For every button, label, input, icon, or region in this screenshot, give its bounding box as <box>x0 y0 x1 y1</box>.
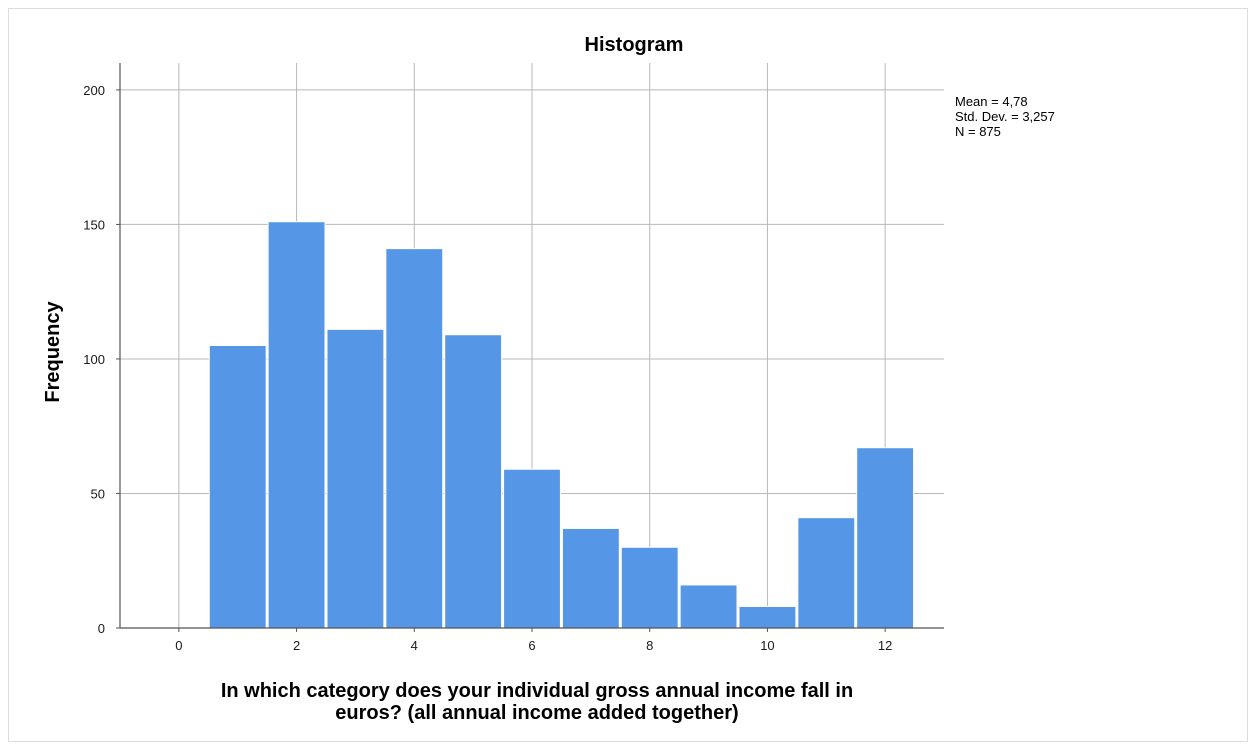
x-tick-label: 12 <box>878 638 892 653</box>
histogram-bar <box>208 345 267 629</box>
histogram-bar <box>561 527 620 629</box>
x-tick-label: 8 <box>646 638 653 653</box>
stats-std-dev: Std. Dev. = 3,257 <box>955 109 1055 124</box>
histogram-bar <box>385 248 444 629</box>
x-axis-title-line-2: euros? (all annual income added together… <box>335 702 738 724</box>
histogram-bar <box>326 328 385 629</box>
histogram-bar <box>679 584 738 629</box>
y-tick-label: 0 <box>98 621 105 636</box>
x-tick-label: 10 <box>760 638 774 653</box>
axis-layer: 0 2 4 6 8 10 12 0 50 100 150 200 <box>83 63 944 653</box>
histogram-bar <box>620 546 679 629</box>
histogram-bar <box>267 221 326 629</box>
histogram-chart: 0 2 4 6 8 10 12 0 50 100 150 200 Histogram Frequenc… <box>42 34 1055 724</box>
y-tick-label: 50 <box>91 486 105 501</box>
bar-layer <box>208 221 915 629</box>
histogram-bar <box>503 468 561 629</box>
grid-layer <box>120 63 944 628</box>
chart-frame: 0 2 4 6 8 10 12 0 50 100 150 200 Histogram Frequenc… <box>8 8 1248 742</box>
histogram-bar <box>738 605 797 629</box>
x-tick-label: 6 <box>528 638 535 653</box>
x-axis-title-line-1: In which category does your individual g… <box>221 680 853 702</box>
y-tick-label: 100 <box>83 352 105 367</box>
stats-mean: Mean = 4,78 <box>955 94 1028 109</box>
histogram-bar <box>444 334 503 629</box>
histogram-bar <box>856 447 915 629</box>
chart-title: Histogram <box>585 34 684 56</box>
y-tick-label: 200 <box>83 83 105 98</box>
x-tick-label: 4 <box>411 638 418 653</box>
stats-n: N = 875 <box>955 124 1001 139</box>
histogram-bar <box>797 517 856 629</box>
y-axis-title: Frequency <box>42 301 64 403</box>
x-tick-label: 2 <box>293 638 300 653</box>
y-tick-label: 150 <box>83 217 105 232</box>
x-tick-label: 0 <box>175 638 182 653</box>
